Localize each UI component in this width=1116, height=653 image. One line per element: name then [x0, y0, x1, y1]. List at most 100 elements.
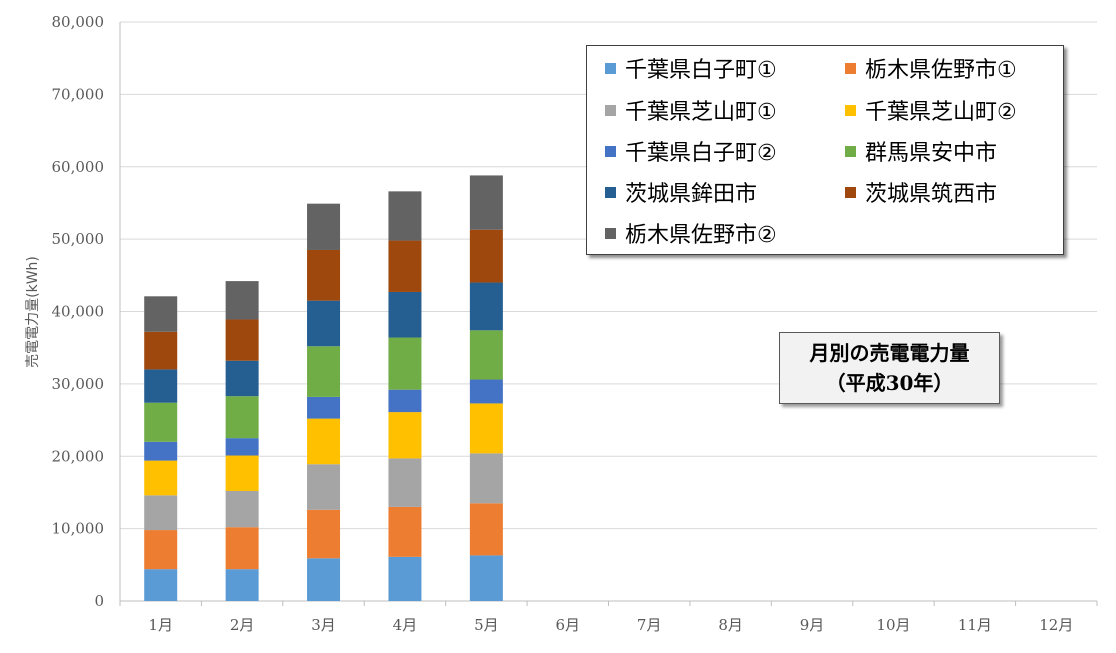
y-axis-title: 売電電力量(kWh)	[25, 256, 41, 368]
bar-segment	[307, 249, 341, 301]
bar-segment	[144, 530, 178, 570]
bar-segment	[307, 464, 341, 510]
bar-segment	[469, 503, 503, 556]
y-tick-label: 60,000	[52, 158, 105, 176]
legend-label: 千葉県白子町②	[625, 141, 777, 166]
legend-label: 千葉県芝山町①	[625, 100, 777, 125]
legend-swatch	[605, 227, 616, 239]
bar-segment	[144, 460, 178, 496]
legend-item: 茨城県鉾田市	[605, 176, 757, 208]
x-tick-label: 1月	[148, 616, 173, 634]
bar-segment	[469, 175, 503, 230]
bar-segment	[307, 346, 341, 397]
y-tick-label: 70,000	[52, 85, 105, 103]
chart-subtitle: （平成30年）	[825, 371, 954, 395]
bar-segment	[225, 527, 259, 570]
legend-swatch	[845, 186, 856, 198]
bar-segment	[388, 556, 422, 601]
bar-segment	[388, 337, 422, 390]
bar-segment	[469, 229, 503, 283]
bar-segment	[225, 455, 259, 491]
legend-item: 茨城県筑西市	[845, 176, 997, 208]
legend-label: 茨城県鉾田市	[625, 182, 758, 207]
bar-segment	[388, 191, 422, 241]
x-tick-label: 9月	[800, 616, 825, 634]
bar-segment	[469, 555, 503, 601]
legend-item: 栃木県佐野市①	[845, 52, 1017, 84]
legend-swatch	[605, 104, 616, 116]
bar-segment	[388, 291, 422, 338]
x-tick-label: 4月	[393, 616, 418, 634]
x-tick-label: 11月	[958, 616, 992, 634]
bar-segment	[225, 438, 259, 456]
bar-segment	[388, 389, 422, 413]
chart-title-box: 月別の売電電力量 （平成30年）	[779, 332, 1000, 404]
y-tick-label: 50,000	[52, 230, 105, 248]
legend-swatch	[845, 62, 856, 74]
legend-swatch	[605, 186, 616, 198]
legend-swatch	[845, 145, 856, 157]
bar-segment	[388, 458, 422, 507]
legend-swatch	[605, 145, 616, 157]
legend-item: 千葉県白子町①	[605, 52, 777, 84]
bar-segment	[307, 300, 341, 347]
bar-segment	[307, 509, 341, 559]
legend-item: 群馬県安中市	[845, 135, 997, 167]
bar-segment	[144, 569, 178, 601]
x-tick-label: 8月	[718, 616, 743, 634]
legend-item: 栃木県佐野市②	[605, 217, 777, 249]
y-axis: 0 10,000 20,000 30,000 40,000 50,000 60,000 70,…	[52, 13, 121, 610]
bar-segment	[307, 558, 341, 601]
bar-segment	[225, 569, 259, 601]
y-tick-label: 10,000	[52, 520, 105, 538]
x-tick-label: 6月	[556, 616, 581, 634]
bar-segment	[307, 418, 341, 465]
bar-segment	[144, 296, 178, 332]
y-tick-label: 30,000	[52, 375, 105, 393]
legend-label: 茨城県筑西市	[865, 182, 998, 207]
bar-segment	[225, 490, 259, 528]
bar-segment	[144, 441, 178, 461]
bar-segment	[307, 203, 341, 250]
legend-swatch	[605, 62, 616, 74]
bar-segment	[469, 330, 503, 380]
legend-item: 千葉県芝山町②	[845, 94, 1017, 126]
y-tick-label: 20,000	[52, 447, 105, 465]
bar-segment	[225, 319, 259, 361]
bar-segment	[469, 453, 503, 504]
bar-segment	[469, 282, 503, 331]
x-tick-label: 5月	[474, 616, 499, 634]
bar-segment	[144, 331, 178, 370]
legend-item: 千葉県芝山町①	[605, 94, 777, 126]
bar-stacks	[144, 175, 503, 601]
bar-segment	[144, 495, 178, 531]
chart-title: 月別の売電電力量	[809, 341, 970, 365]
legend-label: 栃木県佐野市②	[625, 223, 777, 248]
bar-segment	[388, 506, 422, 557]
legend-label: 群馬県安中市	[865, 141, 998, 166]
legend-label: 千葉県芝山町②	[865, 100, 1017, 125]
y-tick-label: 80,000	[52, 13, 105, 31]
bar-segment	[307, 396, 341, 419]
bar-segment	[388, 412, 422, 459]
bar-segment	[225, 396, 259, 439]
bar-segment	[144, 402, 178, 442]
bar-segment	[388, 240, 422, 292]
bar-segment	[469, 403, 503, 454]
x-tick-label: 3月	[311, 616, 336, 634]
legend-label: 千葉県白子町①	[625, 58, 777, 83]
legend-label: 栃木県佐野市①	[865, 58, 1017, 83]
x-tick-label: 7月	[637, 616, 662, 634]
y-tick-label: 0	[94, 592, 104, 610]
x-tick-label: 10月	[876, 616, 910, 634]
x-tick-label: 12月	[1039, 616, 1073, 634]
bar-segment	[225, 281, 259, 320]
bar-segment	[469, 379, 503, 404]
legend-swatch	[845, 104, 856, 116]
legend-item: 千葉県白子町②	[605, 135, 777, 167]
y-tick-label: 40,000	[52, 303, 105, 321]
legend: 千葉県白子町① 栃木県佐野市① 千葉県芝山町① 千葉県芝山町② 千葉県白子町② 群馬県安中…	[586, 45, 1064, 255]
bar-segment	[225, 360, 259, 397]
x-tick-label: 2月	[230, 616, 255, 634]
